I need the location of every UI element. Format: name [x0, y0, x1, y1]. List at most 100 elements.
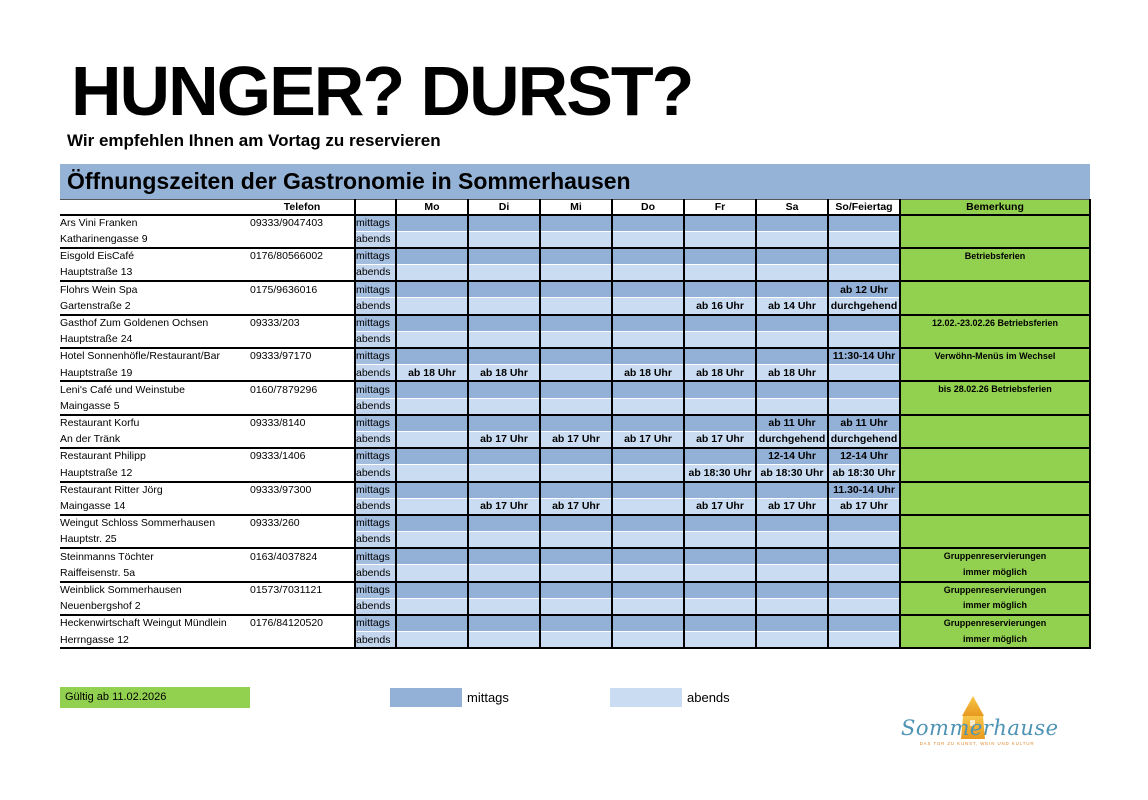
hours-mittags-sa	[755, 314, 828, 332]
meal-label-abends: abends	[354, 331, 396, 349]
hours-mittags-mo	[395, 581, 468, 599]
subtitle: Wir empfehlen Ihnen am Vortag zu reservi…	[67, 131, 441, 150]
hours-abends-do	[611, 498, 684, 516]
restaurant-name: Heckenwirtschaft Weingut Mündlein	[60, 615, 250, 633]
bemerkung-line-1	[902, 449, 1088, 465]
hours-mittags-mi	[539, 448, 612, 466]
bemerkung-line-1: Gruppenreservierungen	[943, 584, 1047, 595]
hours-mittags-sa	[755, 348, 828, 366]
hours-abends-do: ab 18 Uhr	[611, 364, 684, 383]
restaurant-address: Hauptstraße 13	[60, 264, 250, 283]
restaurant-phone: 0176/80566002	[250, 247, 355, 266]
hours-mittags-fr	[683, 348, 756, 366]
meal-label-mittags: mittags	[354, 281, 396, 299]
restaurant-phone: 09333/9047403	[250, 214, 355, 232]
hours-mittags-di	[467, 214, 540, 232]
hours-mittags-do	[611, 281, 684, 299]
hours-abends-so	[827, 364, 900, 383]
restaurant-name: Restaurant Philipp	[60, 448, 250, 466]
legend-abends-swatch	[610, 688, 682, 707]
page-title: HUNGER? DURST?	[71, 52, 694, 130]
restaurant-row-abends: Raiffeisenstr. 5a abends	[60, 564, 1090, 583]
phone-spacer	[250, 364, 355, 383]
hours-abends-do	[611, 398, 684, 416]
hours-mittags-mi	[539, 581, 612, 599]
hours-abends-fr: ab 18 Uhr	[683, 364, 756, 383]
header-day-mo: Mo	[395, 199, 468, 216]
hours-mittags-di	[467, 481, 540, 499]
bemerkung-line-1	[902, 282, 1088, 298]
hours-abends-so	[827, 231, 900, 249]
meal-label-abends: abends	[354, 598, 396, 616]
hours-mittags-so: 11.30-14 Uhr	[827, 481, 900, 499]
hours-abends-fr	[683, 264, 756, 283]
bemerkung-line-1: Verwöhn-Menüs im Wechsel	[934, 351, 1056, 361]
bemerkung-line-2: immer möglich	[962, 566, 1027, 577]
phone-spacer	[250, 264, 355, 283]
restaurant-row-abends: Gartenstraße 2 abends ab 16 Uhr ab 14 Uhr du…	[60, 297, 1090, 316]
hours-mittags-so	[827, 581, 900, 599]
hours-mittags-so	[827, 214, 900, 232]
logo-graphic: Sommerhausen DAS TOR ZU KUNST, WEIN UND …	[901, 696, 1072, 746]
hours-mittags-mo	[395, 548, 468, 566]
header-name-spacer	[60, 199, 250, 216]
hours-mittags-di	[467, 381, 540, 399]
restaurant-name: Weingut Schloss Sommerhausen	[60, 514, 250, 533]
hours-mittags-do	[611, 414, 684, 432]
hours-mittags-sa: ab 11 Uhr	[755, 414, 828, 432]
hours-abends-mi	[539, 398, 612, 416]
legend-mittags-swatch	[390, 688, 462, 707]
restaurant-address: Herrngasse 12	[60, 631, 250, 650]
hours-abends-sa: durchgehend	[755, 431, 828, 450]
hours-abends-fr: ab 17 Uhr	[683, 498, 756, 516]
hours-abends-so	[827, 331, 900, 349]
bemerkung-line-2	[902, 365, 1088, 380]
bemerkung-cell: Betriebsferien	[899, 247, 1091, 283]
restaurant-phone: 0160/7879296	[250, 381, 355, 399]
restaurant-phone: 09333/203	[250, 314, 355, 332]
hours-mittags-fr	[683, 247, 756, 266]
hours-mittags-do	[611, 481, 684, 499]
phone-spacer	[250, 231, 355, 249]
hours-mittags-so: 12-14 Uhr	[827, 448, 900, 466]
hours-abends-mi	[539, 231, 612, 249]
restaurant-row-abends: Hauptstraße 13 abends	[60, 264, 1090, 283]
header-day-di: Di	[467, 199, 540, 216]
hours-abends-do	[611, 464, 684, 483]
hours-abends-sa	[755, 531, 828, 550]
hours-mittags-sa	[755, 214, 828, 232]
hours-mittags-fr	[683, 548, 756, 566]
hours-mittags-sa	[755, 548, 828, 566]
hours-abends-sa	[755, 231, 828, 249]
meal-label-abends: abends	[354, 431, 396, 450]
bemerkung-cell	[899, 481, 1091, 516]
restaurant-phone: 0176/84120520	[250, 615, 355, 633]
bemerkung-cell: Verwöhn-Menüs im Wechsel	[899, 348, 1091, 383]
hours-abends-mo	[395, 631, 468, 650]
hours-mittags-di	[467, 247, 540, 266]
restaurant-row-mittags: Leni's Café und Weinstube 0160/7879296 mit…	[60, 381, 1091, 416]
restaurant-row-mittags: Restaurant Philipp 09333/1406 mittags 12-14…	[60, 448, 1091, 483]
header-day-so: So/Feiertag	[827, 199, 900, 216]
restaurant-address: Neuenbergshof 2	[60, 598, 250, 616]
meal-label-mittags: mittags	[354, 214, 396, 232]
hours-mittags-mo	[395, 615, 468, 633]
hours-mittags-so: ab 11 Uhr	[827, 414, 900, 432]
hours-abends-sa: ab 17 Uhr	[755, 498, 828, 516]
hours-mittags-do	[611, 348, 684, 366]
restaurant-row-abends: Maingasse 5 abends	[60, 398, 1090, 416]
hours-abends-mo	[395, 231, 468, 249]
restaurant-name: Flohrs Wein Spa	[60, 281, 250, 299]
meal-label-abends: abends	[354, 398, 396, 416]
hours-mittags-fr	[683, 414, 756, 432]
hours-abends-mi	[539, 464, 612, 483]
hours-mittags-mo	[395, 481, 468, 499]
hours-mittags-mo	[395, 448, 468, 466]
hours-abends-mo	[395, 431, 468, 450]
hours-abends-so	[827, 598, 900, 616]
bemerkung-cell	[899, 514, 1091, 550]
bemerkung-line-1	[902, 483, 1088, 499]
meal-label-abends: abends	[354, 464, 396, 483]
hours-mittags-fr	[683, 314, 756, 332]
